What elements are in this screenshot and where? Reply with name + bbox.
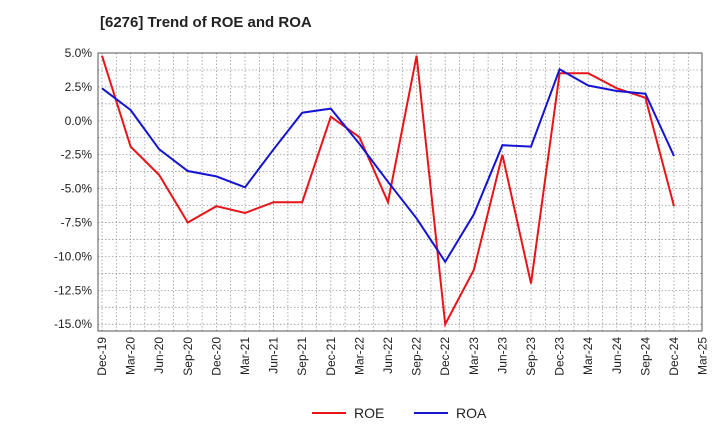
series-line-roe (101, 55, 675, 328)
series-layer (101, 55, 675, 328)
y-tick-label: -15.0% (54, 317, 92, 331)
x-tick-label: Jun-22 (381, 337, 395, 374)
y-tick-label: 2.5% (65, 80, 93, 94)
y-tick-label: 5.0% (65, 46, 93, 60)
y-tick-label: -7.5% (61, 216, 93, 230)
plot-area (97, 52, 703, 332)
legend-item-roa: ROA (414, 405, 486, 421)
legend-item-roe: ROE (312, 405, 384, 421)
y-tick-label: -2.5% (61, 148, 93, 162)
x-tick-label: Dec-19 (95, 337, 109, 376)
x-tick-label: Jun-21 (267, 337, 281, 374)
x-tick-label: Jun-20 (152, 337, 166, 374)
legend-swatch-roa (414, 412, 448, 414)
x-tick-label: Sep-23 (524, 337, 538, 376)
chart-title: [6276] Trend of ROE and ROA (100, 14, 312, 31)
x-tick-label: Sep-24 (638, 337, 652, 376)
legend-swatch-roe (312, 412, 346, 414)
x-tick-label: Dec-22 (438, 337, 452, 376)
x-tick-label: Dec-24 (667, 337, 681, 376)
x-axis: Dec-19 Mar-20 Jun-20 Sep-20 Dec-20 Mar-21 Jun-… (95, 337, 710, 376)
legend-label-roe: ROE (354, 405, 385, 421)
x-tick-label: Dec-23 (553, 337, 567, 376)
grid (98, 52, 702, 331)
x-tick-label: Jun-23 (495, 337, 509, 374)
y-tick-label: -5.0% (61, 182, 93, 196)
series-line-roa (101, 67, 675, 264)
y-axis: 5.0% 2.5% 0.0% -2.5% -5.0% -7.5% -10.0% -12.5% -… (54, 46, 92, 331)
legend: ROE ROA (0, 405, 720, 425)
x-tick-label: Jun-24 (610, 337, 624, 374)
x-tick-label: Mar-21 (238, 337, 252, 375)
x-tick-label: Mar-22 (352, 337, 366, 375)
y-tick-label: 0.0% (65, 114, 93, 128)
y-tick-label: -10.0% (54, 249, 92, 263)
x-tick-label: Mar-23 (467, 337, 481, 375)
x-tick-label: Sep-21 (295, 337, 309, 376)
x-tick-label: Dec-21 (324, 337, 338, 376)
y-tick-label: -12.5% (54, 283, 92, 297)
legend-label-roa: ROA (456, 405, 487, 421)
x-tick-label: Mar-24 (581, 337, 595, 375)
x-tick-label: Sep-22 (410, 337, 424, 376)
x-tick-label: Dec-20 (209, 337, 223, 376)
x-tick-label: Mar-20 (124, 337, 138, 375)
x-tick-label: Mar-25 (696, 337, 710, 375)
x-tick-label: Sep-20 (181, 337, 195, 376)
